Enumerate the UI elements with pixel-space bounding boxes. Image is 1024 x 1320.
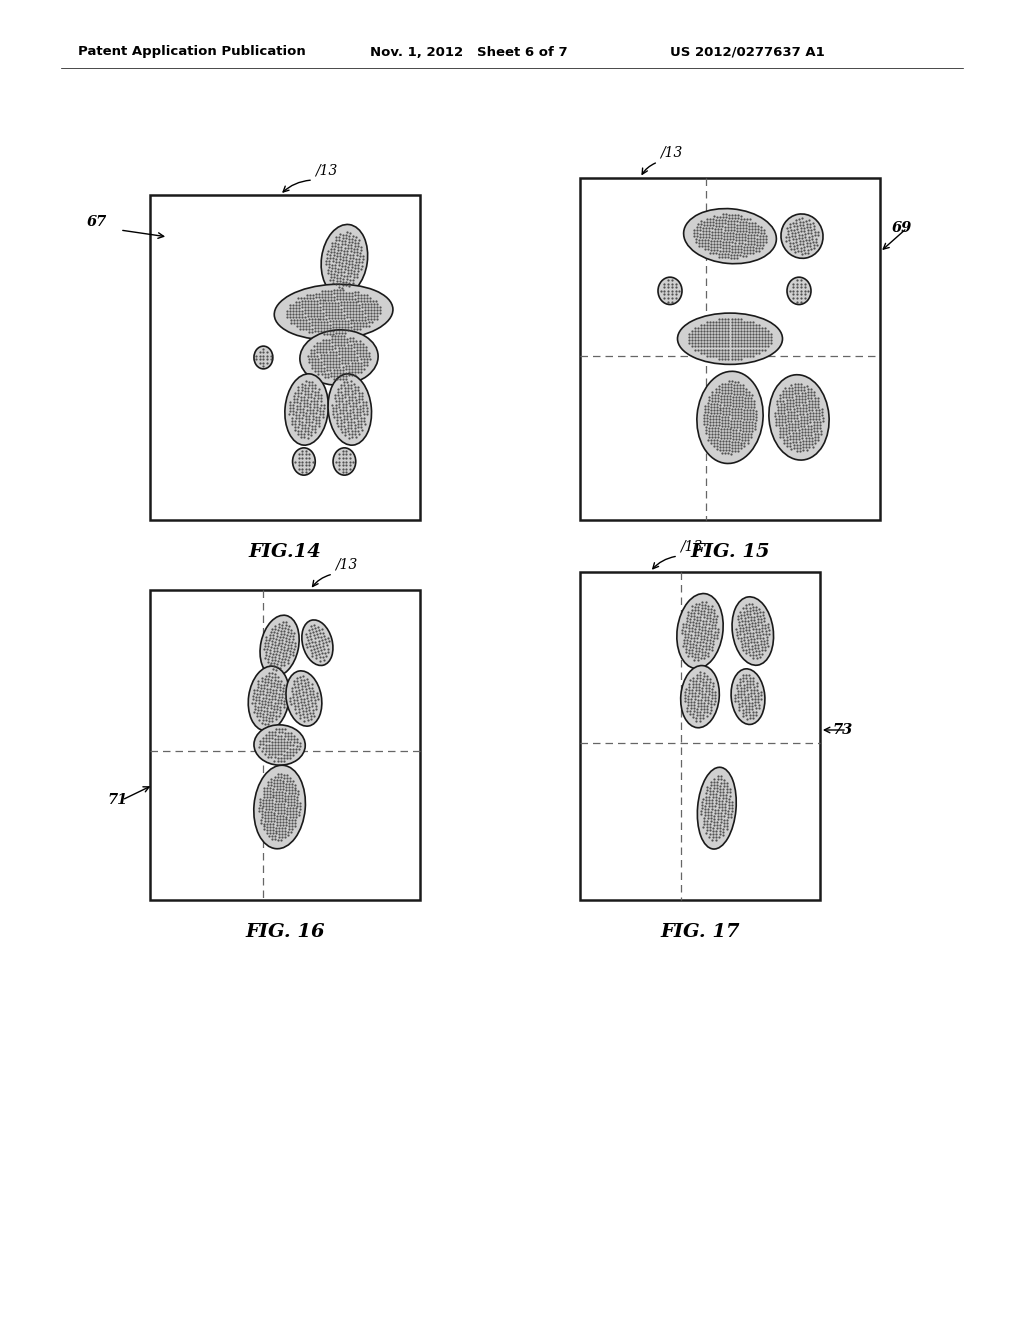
Ellipse shape [322, 224, 368, 296]
Ellipse shape [274, 284, 393, 339]
Ellipse shape [681, 665, 719, 727]
Text: FIG. 16: FIG. 16 [245, 923, 325, 941]
Ellipse shape [328, 374, 372, 445]
Ellipse shape [732, 597, 773, 665]
Text: Nov. 1, 2012   Sheet 6 of 7: Nov. 1, 2012 Sheet 6 of 7 [370, 45, 567, 58]
Ellipse shape [254, 766, 305, 849]
Ellipse shape [678, 313, 782, 364]
Ellipse shape [302, 620, 333, 665]
Ellipse shape [248, 667, 290, 731]
Ellipse shape [781, 214, 823, 259]
Text: /13: /13 [335, 558, 357, 572]
Ellipse shape [787, 277, 811, 305]
Text: 67: 67 [87, 215, 106, 228]
Text: 71: 71 [106, 793, 127, 807]
Text: FIG.14: FIG.14 [249, 543, 322, 561]
Ellipse shape [677, 594, 723, 668]
Ellipse shape [260, 615, 299, 676]
Text: /13: /13 [680, 540, 702, 554]
Ellipse shape [697, 767, 736, 849]
Text: /13: /13 [315, 164, 337, 178]
Text: Patent Application Publication: Patent Application Publication [78, 45, 306, 58]
Text: 73: 73 [831, 723, 852, 737]
Ellipse shape [293, 447, 315, 475]
Bar [580, 178, 880, 520]
Ellipse shape [300, 330, 378, 385]
Ellipse shape [333, 447, 355, 475]
Ellipse shape [254, 725, 305, 766]
Ellipse shape [697, 371, 763, 463]
Ellipse shape [286, 671, 322, 726]
Text: /13: /13 [660, 147, 682, 160]
Text: FIG. 15: FIG. 15 [690, 543, 770, 561]
Ellipse shape [658, 277, 682, 305]
Ellipse shape [731, 669, 765, 725]
Bar [150, 590, 420, 900]
Ellipse shape [769, 375, 829, 461]
Text: FIG. 17: FIG. 17 [660, 923, 739, 941]
Ellipse shape [684, 209, 776, 264]
Ellipse shape [285, 374, 329, 445]
Ellipse shape [254, 346, 272, 368]
Bar [580, 572, 820, 900]
Bar [150, 195, 420, 520]
Text: US 2012/0277637 A1: US 2012/0277637 A1 [670, 45, 824, 58]
Text: 69: 69 [892, 220, 912, 235]
